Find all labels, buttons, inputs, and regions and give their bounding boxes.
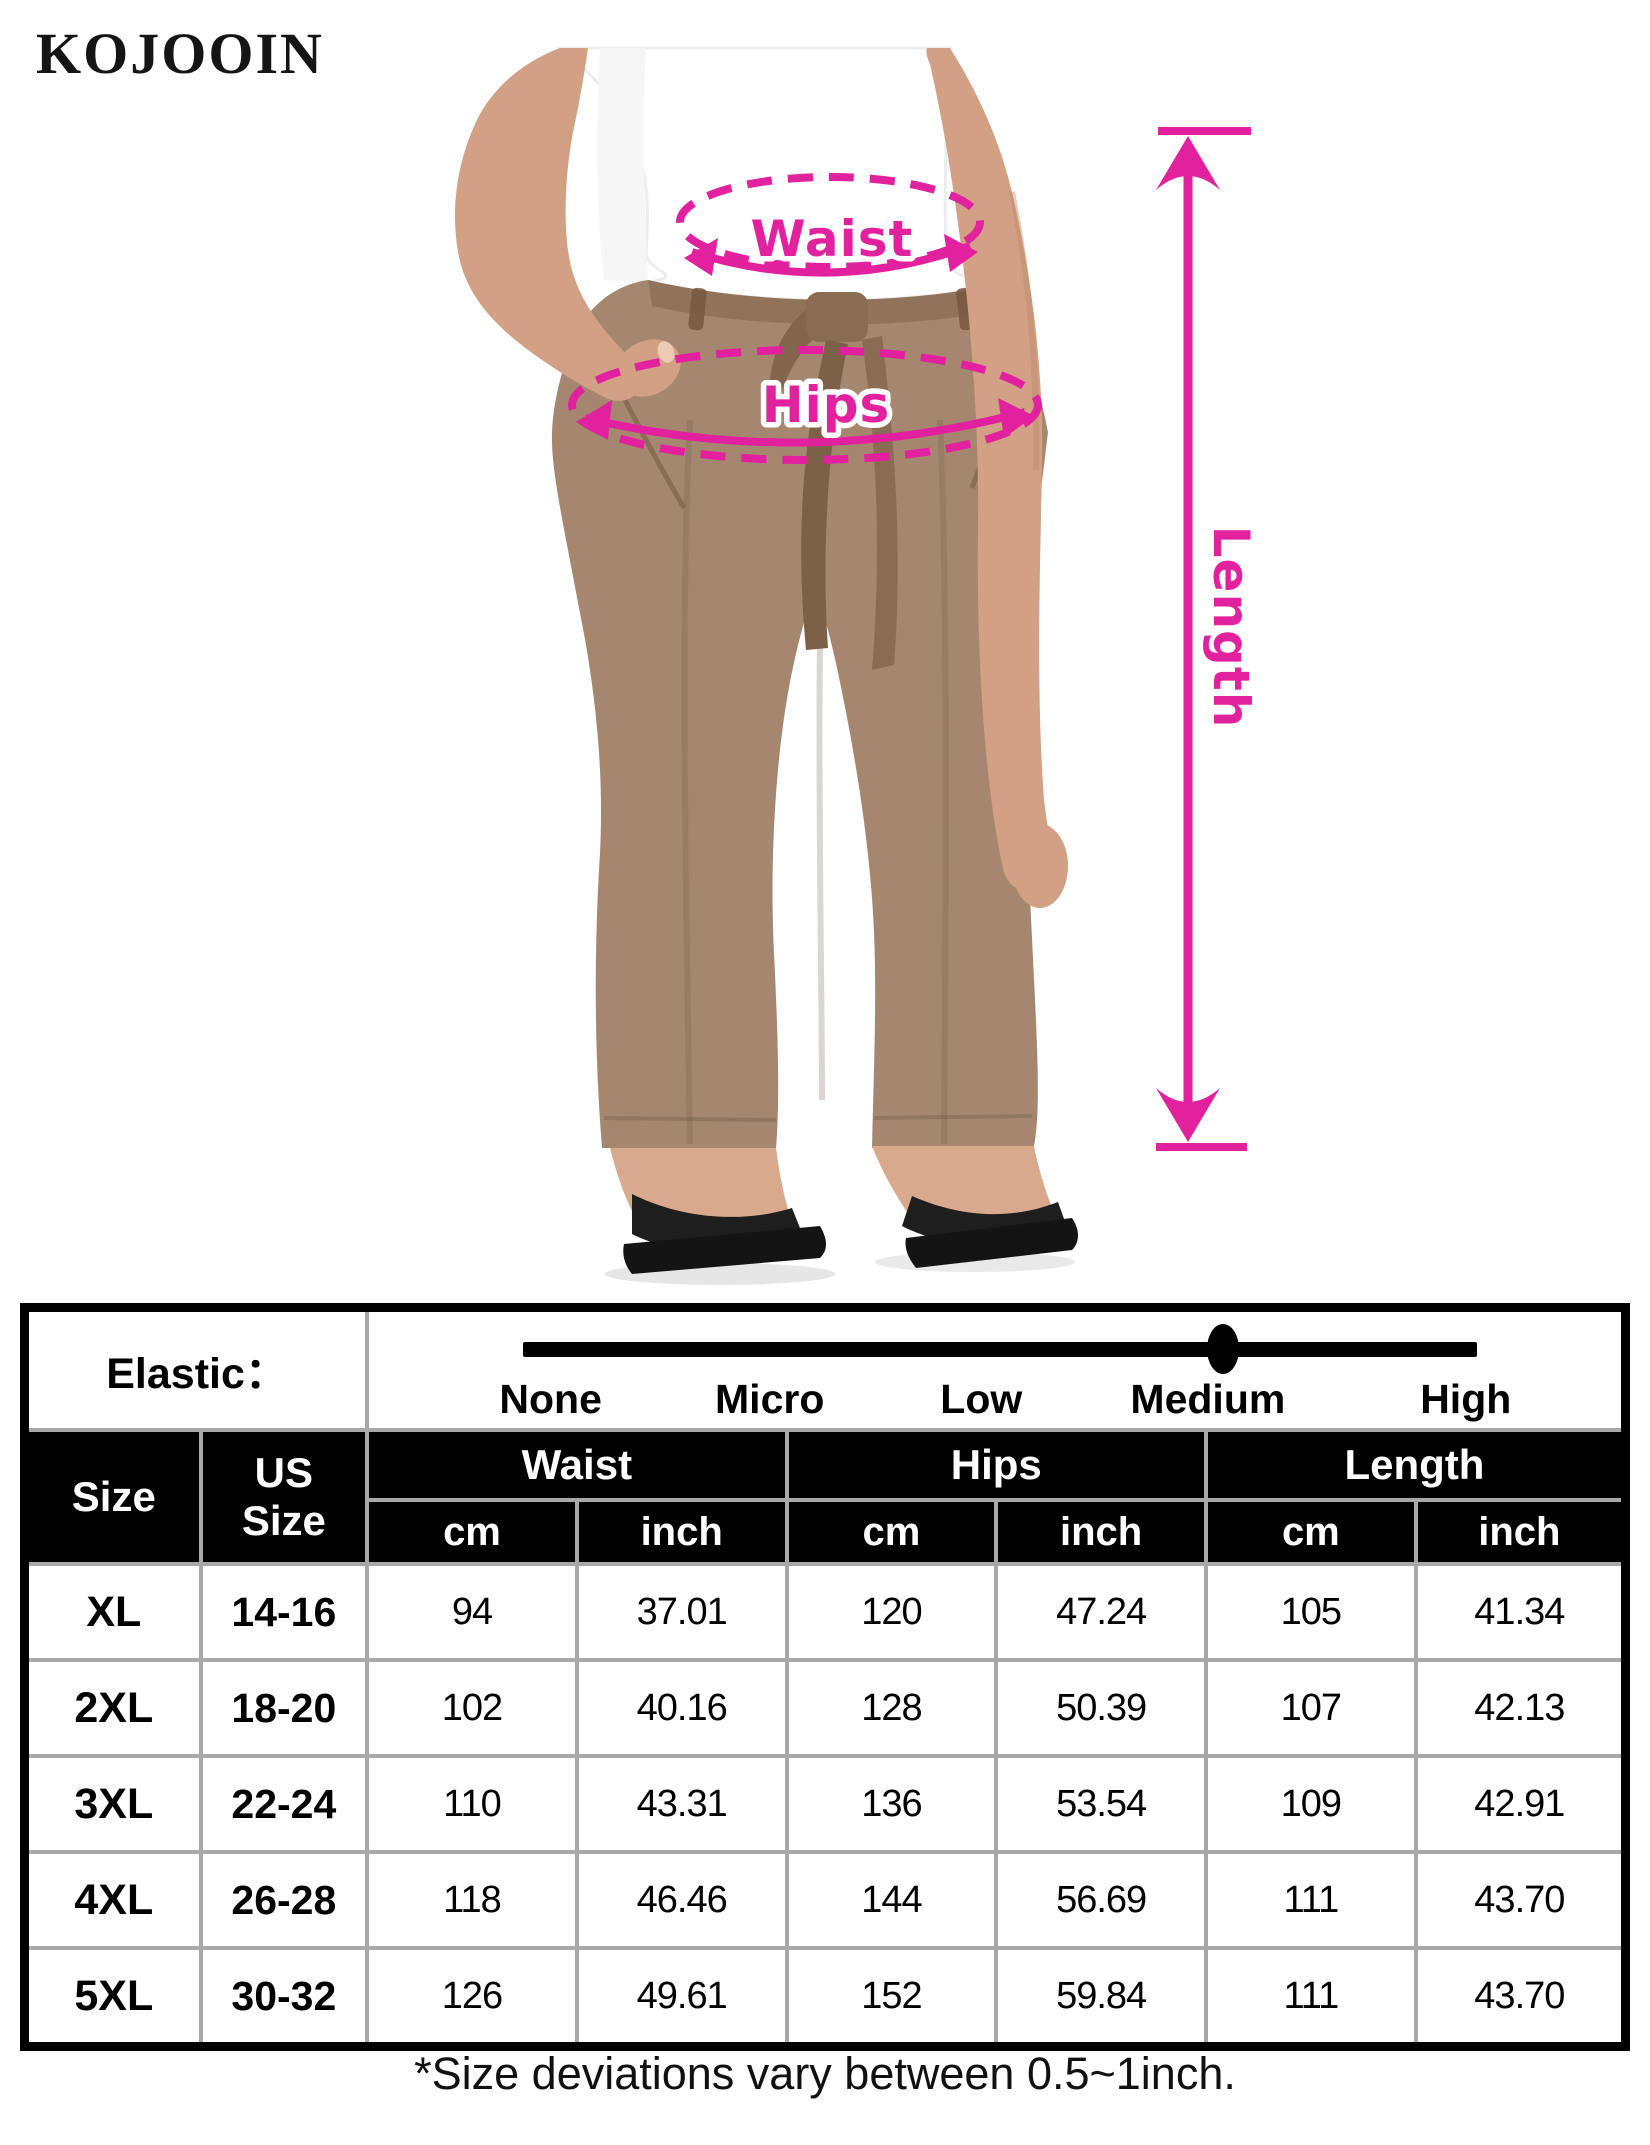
hips-measure: Hips bbox=[568, 346, 1042, 464]
cell-size: 4XL bbox=[22, 1850, 203, 1950]
header-row-groups: Size US Size Waist Hips Length bbox=[22, 1428, 1628, 1566]
header-size: Size bbox=[22, 1428, 203, 1566]
elastic-level-micro: Micro bbox=[715, 1376, 825, 1422]
waist-measure: Waist bbox=[676, 173, 984, 277]
cell-hips-cm: 152 bbox=[784, 1946, 999, 2049]
cell-length-inch: 42.91 bbox=[1413, 1754, 1628, 1854]
cell-hips-inch: 56.69 bbox=[994, 1850, 1208, 1950]
header-waist-cm: cm bbox=[365, 1498, 579, 1566]
header-hips: Hips bbox=[784, 1428, 1208, 1502]
arms bbox=[454, 48, 1068, 908]
cell-length-cm: 111 bbox=[1203, 1850, 1418, 1950]
cell-waist-cm: 94 bbox=[365, 1562, 579, 1662]
header-waist: Waist bbox=[365, 1428, 789, 1502]
right-arm bbox=[926, 48, 1053, 891]
elastic-row: Elastic： None Micro Low Medium High bbox=[22, 1305, 1628, 1432]
table-row-2xl: 2XL 18-20 102 40.16 128 50.39 107 42.13 bbox=[22, 1658, 1628, 1758]
cell-us-size: 14-16 bbox=[198, 1562, 370, 1662]
elastic-level-low: Low bbox=[940, 1376, 1023, 1422]
elastic-level-high: High bbox=[1420, 1376, 1512, 1422]
shoes bbox=[610, 1146, 1078, 1274]
header-length: Length bbox=[1203, 1428, 1628, 1502]
cell-waist-cm: 110 bbox=[365, 1754, 579, 1854]
cell-hips-inch: 50.39 bbox=[994, 1658, 1208, 1758]
elastic-slider-bar bbox=[523, 1342, 1478, 1357]
cell-waist-inch: 37.01 bbox=[574, 1562, 789, 1662]
cell-hips-inch: 53.54 bbox=[994, 1754, 1208, 1854]
cell-length-cm: 107 bbox=[1203, 1658, 1418, 1758]
cell-hips-cm: 136 bbox=[784, 1754, 999, 1854]
elastic-scale-labels: None Micro Low Medium High bbox=[369, 1376, 1621, 1428]
waist-dashed-ellipse bbox=[676, 173, 984, 271]
table-row-4xl: 4XL 26-28 118 46.46 144 56.69 111 43.70 bbox=[22, 1850, 1628, 1950]
cell-length-inch: 42.13 bbox=[1413, 1658, 1628, 1758]
cell-length-inch: 43.70 bbox=[1413, 1946, 1628, 2049]
cell-us-size: 30-32 bbox=[198, 1946, 370, 2049]
table-row-xl: XL 14-16 94 37.01 120 47.24 105 41.34 bbox=[22, 1562, 1628, 1662]
cell-length-cm: 109 bbox=[1203, 1754, 1418, 1854]
length-measure: Length bbox=[1156, 127, 1260, 1151]
cell-waist-inch: 49.61 bbox=[574, 1946, 789, 2049]
cell-us-size: 18-20 bbox=[198, 1658, 370, 1758]
cell-size: 5XL bbox=[22, 1946, 203, 2049]
elastic-scale-cell: None Micro Low Medium High bbox=[365, 1305, 1628, 1432]
waist-label: Waist bbox=[751, 210, 914, 268]
header-waist-inch: inch bbox=[574, 1498, 789, 1566]
hips-dashed-ellipse bbox=[568, 346, 1042, 464]
header-length-inch: inch bbox=[1413, 1498, 1628, 1566]
cell-waist-inch: 46.46 bbox=[574, 1850, 789, 1950]
cell-size: 3XL bbox=[22, 1754, 203, 1854]
cell-waist-cm: 118 bbox=[365, 1850, 579, 1950]
cell-waist-inch: 43.31 bbox=[574, 1754, 789, 1854]
header-hips-inch: inch bbox=[994, 1498, 1208, 1566]
cell-us-size: 22-24 bbox=[198, 1754, 370, 1854]
cell-size: XL bbox=[22, 1562, 203, 1662]
model-figure bbox=[454, 46, 1078, 1285]
pants bbox=[551, 280, 1048, 1148]
cell-length-inch: 41.34 bbox=[1413, 1562, 1628, 1662]
elastic-level-medium: Medium bbox=[1130, 1376, 1286, 1422]
cell-us-size: 26-28 bbox=[198, 1850, 370, 1950]
size-deviation-footnote: *Size deviations vary between 0.5~1inch. bbox=[414, 2048, 1236, 2099]
cell-hips-cm: 120 bbox=[784, 1562, 999, 1662]
elastic-slider bbox=[523, 1322, 1478, 1376]
header-hips-cm: cm bbox=[784, 1498, 999, 1566]
cell-hips-cm: 144 bbox=[784, 1850, 999, 1950]
length-label: Length bbox=[1202, 526, 1260, 729]
elastic-slider-marker bbox=[1207, 1324, 1240, 1374]
cell-hips-inch: 47.24 bbox=[994, 1562, 1208, 1662]
header-us-size: US Size bbox=[198, 1428, 370, 1566]
header-length-cm: cm bbox=[1203, 1498, 1418, 1566]
cell-hips-cm: 128 bbox=[784, 1658, 999, 1758]
cell-waist-cm: 102 bbox=[365, 1658, 579, 1758]
brand-logo: KOJOOIN bbox=[36, 21, 324, 86]
elastic-label: Elastic： bbox=[22, 1305, 370, 1432]
size-table: Elastic： None Micro Low Medium High Size… bbox=[20, 1303, 1630, 2051]
cell-length-cm: 105 bbox=[1203, 1562, 1418, 1662]
hips-label: Hips bbox=[762, 376, 891, 434]
tie-belt bbox=[769, 292, 898, 670]
cell-length-inch: 43.70 bbox=[1413, 1850, 1628, 1950]
cell-hips-inch: 59.84 bbox=[994, 1946, 1208, 2049]
cell-waist-cm: 126 bbox=[365, 1946, 579, 2049]
cell-length-cm: 111 bbox=[1203, 1946, 1418, 2049]
left-arm bbox=[454, 48, 642, 401]
cell-waist-inch: 40.16 bbox=[574, 1658, 789, 1758]
header-row-units: cm inch cm inch cm inch bbox=[25, 1498, 1628, 1566]
elastic-level-none: None bbox=[499, 1376, 602, 1422]
model-photo-with-measurements: Waist Hips Length bbox=[454, 46, 1260, 1285]
table-row-5xl: 5XL 30-32 126 49.61 152 59.84 111 43.70 bbox=[22, 1946, 1628, 2049]
cell-size: 2XL bbox=[22, 1658, 203, 1758]
table-row-3xl: 3XL 22-24 110 43.31 136 53.54 109 42.91 bbox=[22, 1754, 1628, 1854]
